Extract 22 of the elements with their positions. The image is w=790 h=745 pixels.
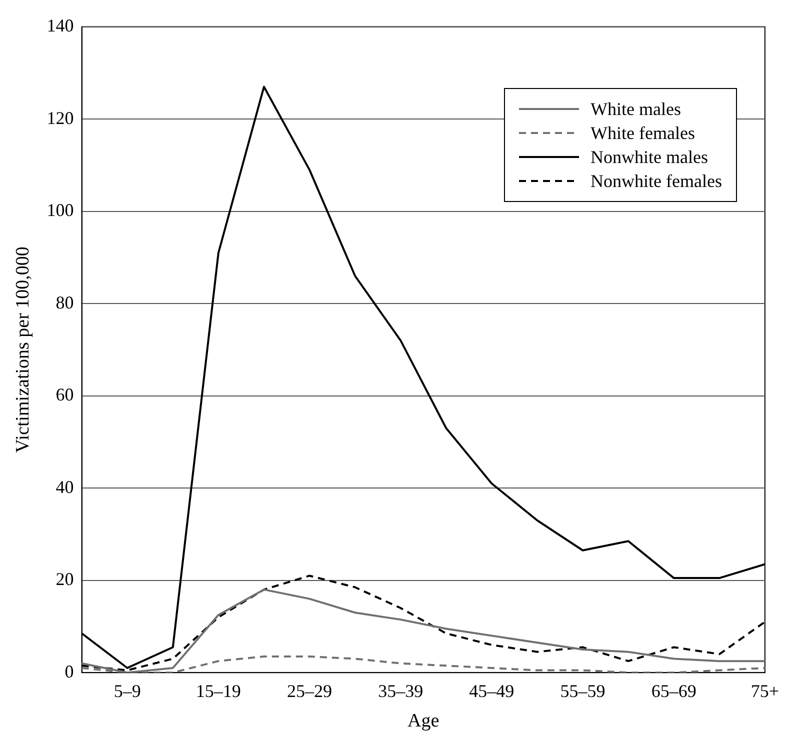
x-tick-label: 75+ bbox=[750, 681, 779, 702]
x-tick-label: 55–59 bbox=[560, 681, 606, 702]
y-tick-label: 60 bbox=[56, 384, 74, 405]
x-tick-label: 5–9 bbox=[114, 681, 141, 702]
x-tick-label: 65–69 bbox=[651, 681, 696, 702]
x-axis-title: Age bbox=[408, 710, 440, 732]
x-tick-label: 35–39 bbox=[378, 681, 424, 702]
x-tick-label: 25–29 bbox=[287, 681, 332, 702]
y-tick-label: 100 bbox=[46, 200, 74, 220]
y-tick-label: 120 bbox=[46, 108, 74, 128]
legend-label: White females bbox=[590, 122, 695, 145]
legend-label: White males bbox=[590, 98, 681, 121]
legend-label: Nonwhite males bbox=[590, 146, 708, 169]
y-axis-title: Victimizations per 100,000 bbox=[12, 246, 34, 453]
y-tick-label: 80 bbox=[56, 292, 74, 312]
x-tick-label: 15–19 bbox=[196, 681, 241, 702]
y-tick-label: 40 bbox=[56, 476, 74, 497]
y-tick-label: 0 bbox=[64, 661, 74, 682]
x-tick-label: 45–49 bbox=[469, 681, 514, 702]
y-tick-label: 140 bbox=[46, 16, 74, 36]
legend-label: Nonwhite females bbox=[590, 170, 722, 193]
y-tick-label: 20 bbox=[56, 569, 74, 590]
